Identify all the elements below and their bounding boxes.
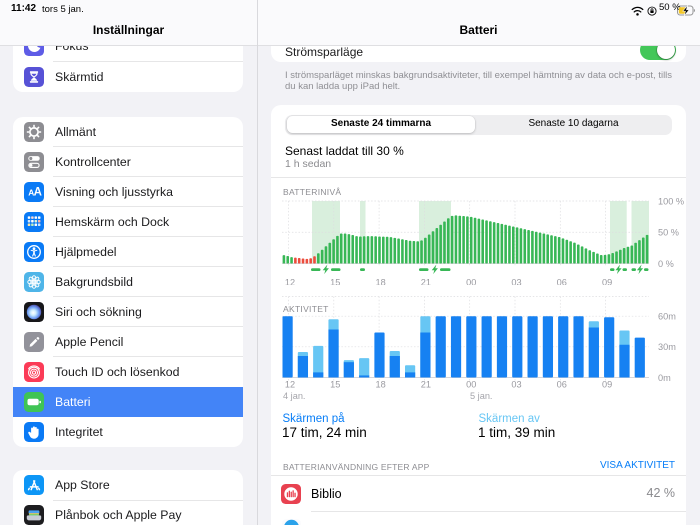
svg-text:4 jan.: 4 jan. (283, 391, 305, 401)
svg-text:15: 15 (330, 380, 340, 390)
svg-text:15: 15 (330, 278, 340, 286)
svg-text:100 %: 100 % (658, 196, 684, 206)
svg-text:09: 09 (602, 380, 612, 390)
svg-text:18: 18 (375, 380, 385, 390)
svg-text:06: 06 (557, 380, 567, 390)
svg-text:03: 03 (511, 380, 521, 390)
svg-text:03: 03 (511, 278, 521, 286)
svg-text:12: 12 (285, 278, 295, 286)
svg-text:5 jan.: 5 jan. (470, 391, 492, 401)
svg-text:00: 00 (466, 278, 476, 286)
svg-text:A: A (28, 187, 34, 197)
svg-text:30m: 30m (658, 342, 676, 352)
svg-text:60m: 60m (658, 312, 676, 322)
svg-text:12: 12 (285, 380, 295, 390)
svg-text:A: A (34, 186, 42, 198)
svg-text:09: 09 (602, 278, 612, 286)
svg-text:21: 21 (421, 380, 431, 390)
svg-text:18: 18 (375, 278, 385, 286)
svg-text:0m: 0m (658, 373, 671, 383)
svg-text:21: 21 (421, 278, 431, 286)
svg-text:0 %: 0 % (658, 259, 674, 269)
svg-text:00: 00 (466, 380, 476, 390)
svg-text:50 %: 50 % (658, 228, 679, 238)
svg-text:06: 06 (557, 278, 567, 286)
